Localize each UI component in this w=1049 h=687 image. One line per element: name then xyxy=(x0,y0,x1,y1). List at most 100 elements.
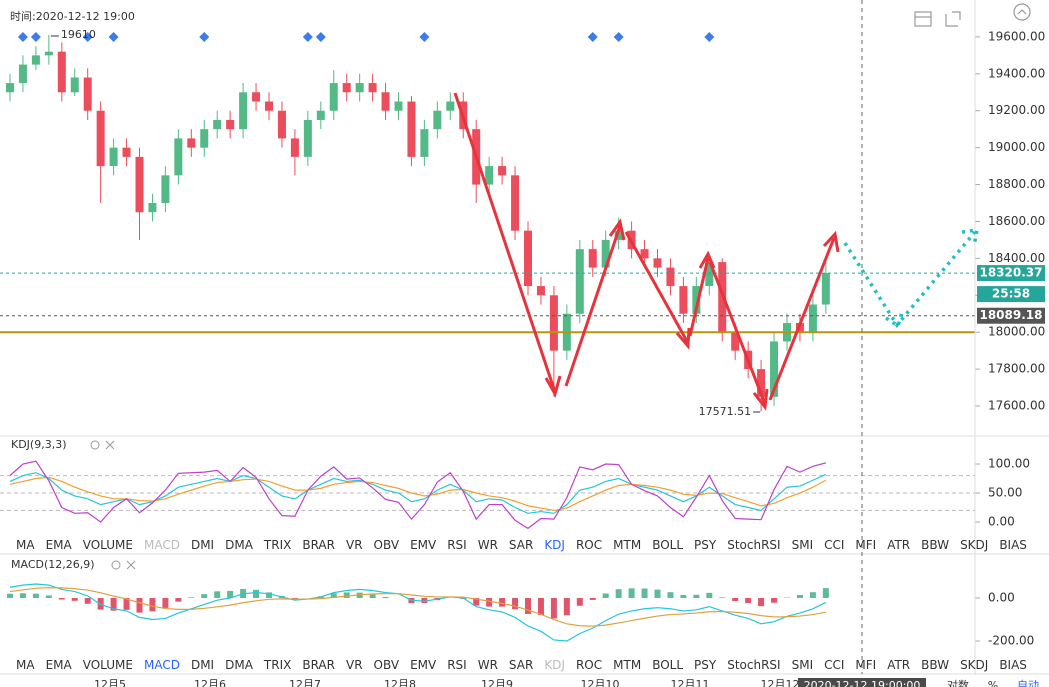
axis-option[interactable]: % xyxy=(988,679,998,687)
candle-body xyxy=(148,203,157,213)
indicator-tab[interactable]: KDJ xyxy=(544,658,565,672)
candle-body xyxy=(187,138,196,148)
macd-bar xyxy=(628,588,635,599)
y-tick-label: 100.00 xyxy=(988,457,1030,471)
indicator-tab[interactable]: PSY xyxy=(694,658,717,672)
projection xyxy=(843,227,980,329)
indicator-tab[interactable]: MTM xyxy=(613,658,642,672)
candle-body xyxy=(83,77,92,111)
axis-option[interactable]: 对数 xyxy=(947,678,969,687)
toolbar-icons xyxy=(914,3,1031,27)
candle-body xyxy=(368,83,377,93)
macd-bar xyxy=(266,592,272,599)
indicator-tab[interactable]: VR xyxy=(345,538,363,552)
macd-bar xyxy=(214,591,221,599)
indicator-tab[interactable]: MACD xyxy=(143,658,180,672)
candle-body xyxy=(614,230,623,240)
candle-body xyxy=(213,119,222,130)
indicator-tab[interactable]: MFI xyxy=(855,538,877,552)
indicator-tab[interactable]: EMA xyxy=(45,658,72,672)
candle-body xyxy=(277,110,286,139)
candle-body xyxy=(252,92,261,102)
macd-bar xyxy=(641,588,648,599)
macd-bar xyxy=(486,598,493,607)
candle-body xyxy=(679,286,688,314)
candle-body xyxy=(549,295,558,351)
indicator-tab[interactable]: MA xyxy=(16,658,35,672)
indicator-tab[interactable]: MA xyxy=(16,538,35,552)
indicator-tab[interactable]: DMA xyxy=(225,658,253,672)
indicator-tab[interactable]: ROC xyxy=(575,538,603,552)
candle-body xyxy=(575,249,584,314)
indicator-tab[interactable]: StochRSI xyxy=(727,658,781,672)
indicator-tab[interactable]: BRAR xyxy=(302,538,335,552)
indicator-tab[interactable]: SMI xyxy=(791,658,814,672)
indicator-tab[interactable]: EMV xyxy=(410,538,437,552)
macd-bar xyxy=(45,595,52,599)
indicator-tab[interactable]: MTM xyxy=(613,538,642,552)
indicator-tab[interactable]: VOLUME xyxy=(82,658,133,672)
indicator-tab[interactable]: ROC xyxy=(575,658,603,672)
indicator-tab[interactable]: BRAR xyxy=(302,658,335,672)
low-label: 17571.51 xyxy=(699,405,752,418)
indicator-tab[interactable]: DMI xyxy=(190,538,215,552)
indicator-tab[interactable]: BBW xyxy=(921,658,950,672)
candle-body xyxy=(446,101,455,111)
price-tag xyxy=(977,307,1045,324)
indicator-tab[interactable]: TRIX xyxy=(263,538,292,552)
axis-option[interactable]: 自动 xyxy=(1017,679,1039,687)
indicator-tab[interactable]: VOLUME xyxy=(82,538,133,552)
macd-bar xyxy=(822,588,829,599)
indicator-tab[interactable]: SKDJ xyxy=(960,658,989,672)
indicator-tab[interactable]: TRIX xyxy=(263,658,292,672)
indicator-tab[interactable]: VR xyxy=(345,658,363,672)
indicator-tab[interactable]: DMI xyxy=(190,658,215,672)
indicator-tab[interactable]: BIAS xyxy=(999,658,1027,672)
indicator-tab[interactable]: PSY xyxy=(694,538,717,552)
indicator-tab[interactable]: OBV xyxy=(373,658,400,672)
macd-bar xyxy=(343,592,350,599)
crosshair-label: 2020-12-12 19:00:00 xyxy=(804,679,921,687)
event-marker xyxy=(30,32,41,42)
candle-body xyxy=(355,83,364,93)
event-marker xyxy=(704,32,715,42)
indicator-tab[interactable]: DMA xyxy=(225,538,253,552)
indicator-tab[interactable]: MFI xyxy=(855,658,877,672)
indicator-tab[interactable]: ATR xyxy=(887,538,911,552)
indicator-tab[interactable]: WR xyxy=(477,658,498,672)
indicator-tab[interactable]: CCI xyxy=(824,658,845,672)
candle-body xyxy=(692,286,701,314)
indicator-tab[interactable]: KDJ xyxy=(544,538,565,552)
indicator-tab[interactable]: MACD xyxy=(143,538,180,552)
candle-body xyxy=(433,110,442,130)
indicator-tab[interactable]: StochRSI xyxy=(727,538,781,552)
candle-body xyxy=(640,249,649,259)
macd-bar xyxy=(745,598,752,603)
candle-body xyxy=(498,166,507,176)
indicator-tab[interactable]: SAR xyxy=(508,538,534,552)
indicator-tab[interactable]: EMV xyxy=(410,658,437,672)
macd-bar xyxy=(175,598,182,602)
indicator-tab[interactable]: BIAS xyxy=(999,538,1027,552)
indicator-tab[interactable]: EMA xyxy=(45,538,72,552)
indicator-tab[interactable]: OBV xyxy=(373,538,400,552)
indicator-tab[interactable]: WR xyxy=(477,538,498,552)
indicator-tab[interactable]: SKDJ xyxy=(960,538,989,552)
x-tick-label: 12月10 xyxy=(581,678,620,687)
candle-body xyxy=(18,64,27,84)
indicator-tab[interactable]: CCI xyxy=(824,538,845,552)
indicator-tab[interactable]: BOLL xyxy=(652,658,684,672)
indicator-tabs: MA EMA VOLUME MACD DMI DMA TRIX BRAR VR OBV EMV RSI… xyxy=(16,537,1027,553)
plot-layer: 19600.00 19400.00 19200.00 19000.00 18800.00… xyxy=(0,28,1045,687)
indicator-tab[interactable]: RSI xyxy=(447,658,467,672)
indicator-tab[interactable]: ATR xyxy=(887,658,911,672)
macd-bar xyxy=(706,592,713,599)
indicator-tab[interactable]: BOLL xyxy=(652,538,684,552)
x-tick-label: 12月5 xyxy=(94,678,126,687)
indicator-tab[interactable]: RSI xyxy=(447,538,467,552)
macd-bar xyxy=(512,598,519,610)
indicator-tab[interactable]: SAR xyxy=(508,658,534,672)
indicator-tab[interactable]: SMI xyxy=(791,538,814,552)
indicator-tab[interactable]: BBW xyxy=(921,538,950,552)
